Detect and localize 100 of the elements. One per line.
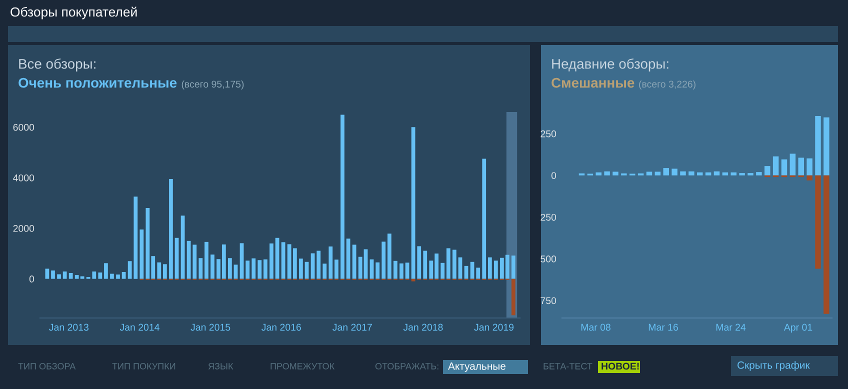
y-tick-label: 4000	[13, 174, 34, 182]
bar	[697, 172, 703, 176]
bar	[163, 264, 167, 279]
bar	[180, 216, 185, 279]
text: ПРОМЕЖУТОК	[270, 363, 334, 370]
bar	[824, 117, 830, 176]
bar	[411, 278, 416, 282]
bar	[705, 172, 712, 176]
bar	[234, 264, 238, 279]
x-tick-label: Jan 2015	[190, 324, 230, 331]
chart-title: Все обзоры:	[19, 58, 96, 72]
bar	[382, 242, 386, 279]
bar	[815, 116, 821, 176]
bar	[458, 257, 462, 279]
bar	[57, 274, 61, 279]
bar	[281, 242, 286, 279]
bar	[663, 168, 669, 176]
bar	[228, 258, 232, 279]
bar	[98, 272, 102, 279]
bar	[476, 268, 480, 279]
bar	[672, 168, 678, 176]
y-tick-label: 0	[29, 276, 34, 282]
bar	[62, 271, 67, 279]
text: ТИП ПОКУПКИ	[112, 363, 176, 370]
bar	[764, 166, 770, 176]
bar	[45, 268, 50, 279]
bar	[730, 172, 736, 176]
text: (всего 3,226)	[639, 80, 696, 90]
y-tick-label: 250	[540, 214, 556, 221]
bar	[210, 254, 214, 279]
bar	[482, 158, 486, 279]
bar	[411, 127, 416, 279]
bar	[781, 159, 788, 176]
x-tick-label: Jan 2013	[49, 324, 88, 331]
bar	[756, 172, 762, 176]
bar	[334, 260, 338, 279]
bar	[346, 238, 350, 279]
bar	[116, 274, 120, 279]
bar	[310, 253, 315, 279]
bar	[328, 246, 333, 279]
bar	[340, 114, 344, 279]
x-tick-label: Jan 2019	[474, 324, 514, 331]
x-tick-label: Mar 16	[648, 324, 678, 331]
bar	[604, 171, 610, 176]
bar	[394, 260, 398, 279]
bar	[488, 257, 492, 279]
bar	[688, 171, 694, 176]
bar	[440, 262, 445, 279]
text: ТИП ОБЗОРА	[18, 363, 76, 370]
bar	[376, 262, 380, 279]
bar	[352, 244, 356, 279]
y-tick-label: 2000	[13, 225, 34, 232]
bar	[722, 172, 728, 176]
bar	[169, 178, 173, 279]
text: Обзоры покупателей	[10, 6, 137, 20]
bar	[198, 258, 203, 279]
bar	[110, 274, 114, 279]
bar	[51, 270, 55, 279]
bar	[299, 258, 303, 279]
bar	[240, 243, 244, 279]
x-tick-label: Mar 08	[581, 324, 610, 331]
bar	[387, 234, 392, 279]
bar	[464, 266, 468, 279]
bar	[174, 238, 179, 279]
bar	[806, 158, 812, 176]
bar	[304, 262, 309, 279]
bar	[204, 242, 208, 279]
y-tick-label: 250	[540, 130, 556, 138]
bar	[446, 248, 450, 279]
bar	[252, 258, 256, 279]
bar	[798, 158, 804, 176]
chart-subtitle: Смешанные	[552, 78, 634, 88]
bar	[790, 154, 796, 176]
text: ЯЗЫК	[208, 363, 234, 370]
bar	[714, 171, 720, 176]
bar	[246, 260, 250, 279]
text: Актуальные	[448, 362, 506, 372]
bar	[452, 250, 456, 279]
bar	[612, 172, 618, 176]
bar	[370, 259, 374, 279]
bar	[511, 256, 516, 279]
x-tick-label: Mar 24	[716, 324, 746, 331]
bar	[806, 175, 812, 180]
bar	[680, 171, 686, 176]
bar	[270, 243, 274, 279]
bar	[824, 175, 830, 314]
text: ОТОБРАЖАТЬ:	[375, 363, 438, 370]
bar	[470, 262, 474, 279]
bar	[316, 250, 321, 279]
chart-title: Недавние обзоры:	[552, 58, 668, 72]
text: (всего 95,175)	[182, 80, 244, 90]
bar	[417, 246, 422, 279]
bar	[511, 278, 516, 316]
bar	[423, 250, 428, 279]
text: НОВОЕ!	[602, 362, 639, 370]
bar	[322, 264, 327, 279]
bar	[258, 260, 262, 279]
bar	[104, 263, 108, 279]
y-tick-label: 6000	[13, 124, 34, 131]
chart-subtitle: Очень положительные	[18, 78, 177, 88]
